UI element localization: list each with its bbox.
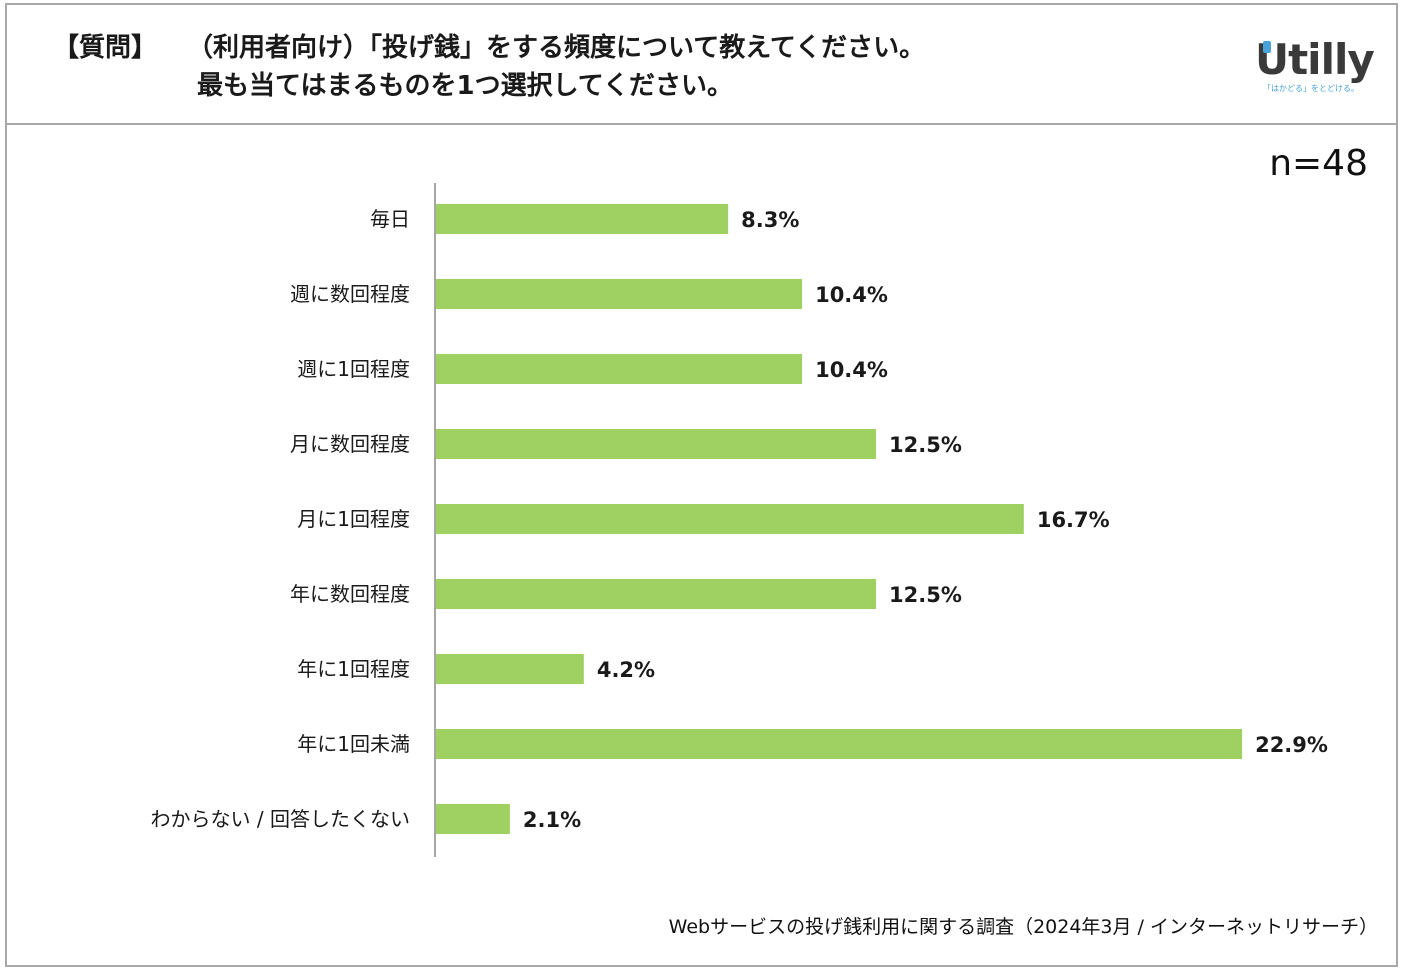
value-label-4: 16.7% — [1037, 508, 1110, 532]
question-text-line1: （利用者向け）「投げ銭」をする頻度について教えてください。 — [187, 33, 926, 63]
question-header: 【質問】 （利用者向け）「投げ銭」をする頻度について教えてください。 最も当ては… — [7, 5, 1396, 125]
category-label-4: 月に1回程度 — [297, 507, 410, 531]
value-label-6: 4.2% — [597, 658, 655, 682]
logo-accent-mark — [1263, 41, 1271, 53]
category-label-8: わからない / 回答したくない — [151, 807, 410, 831]
value-label-5: 12.5% — [889, 583, 962, 607]
category-label-5: 年に数回程度 — [290, 582, 410, 606]
logo-tagline: 「はかどる」をとどける。 — [1263, 84, 1359, 93]
category-label-0: 毎日 — [370, 207, 410, 231]
sample-size-label: n=48 — [1269, 143, 1368, 184]
value-label-7: 22.9% — [1255, 733, 1328, 757]
logo-wordmark: Utilly — [1255, 35, 1375, 84]
category-label-2: 週に1回程度 — [297, 357, 410, 381]
bar-7 — [436, 729, 1243, 759]
bar-1 — [436, 279, 803, 309]
bar-8 — [436, 804, 510, 834]
bar-0 — [436, 204, 729, 234]
bar-6 — [436, 654, 584, 684]
question-text-line2: 最も当てはまるものを1つ選択してください。 — [197, 71, 734, 101]
value-label-0: 8.3% — [741, 208, 799, 232]
bar-3 — [436, 429, 876, 459]
category-label-7: 年に1回未満 — [297, 732, 410, 756]
category-label-6: 年に1回程度 — [297, 657, 410, 681]
utilly-logo: Utilly 「はかどる」をとどける。 — [1255, 37, 1375, 97]
source-note: Webサービスの投げ銭利用に関する調査（2024年3月 / インターネットリサー… — [668, 916, 1378, 938]
question-tag: 【質問】 — [53, 33, 158, 63]
value-label-2: 10.4% — [815, 358, 888, 382]
category-label-3: 月に数回程度 — [290, 432, 410, 456]
bar-4 — [436, 504, 1024, 534]
category-label-1: 週に数回程度 — [290, 282, 410, 306]
value-label-8: 2.1% — [523, 808, 581, 832]
value-label-3: 12.5% — [889, 433, 962, 457]
chart-frame: 【質問】 （利用者向け）「投げ銭」をする頻度について教えてください。 最も当ては… — [5, 3, 1398, 967]
bar-2 — [436, 354, 803, 384]
value-label-1: 10.4% — [815, 283, 888, 307]
bar-5 — [436, 579, 876, 609]
